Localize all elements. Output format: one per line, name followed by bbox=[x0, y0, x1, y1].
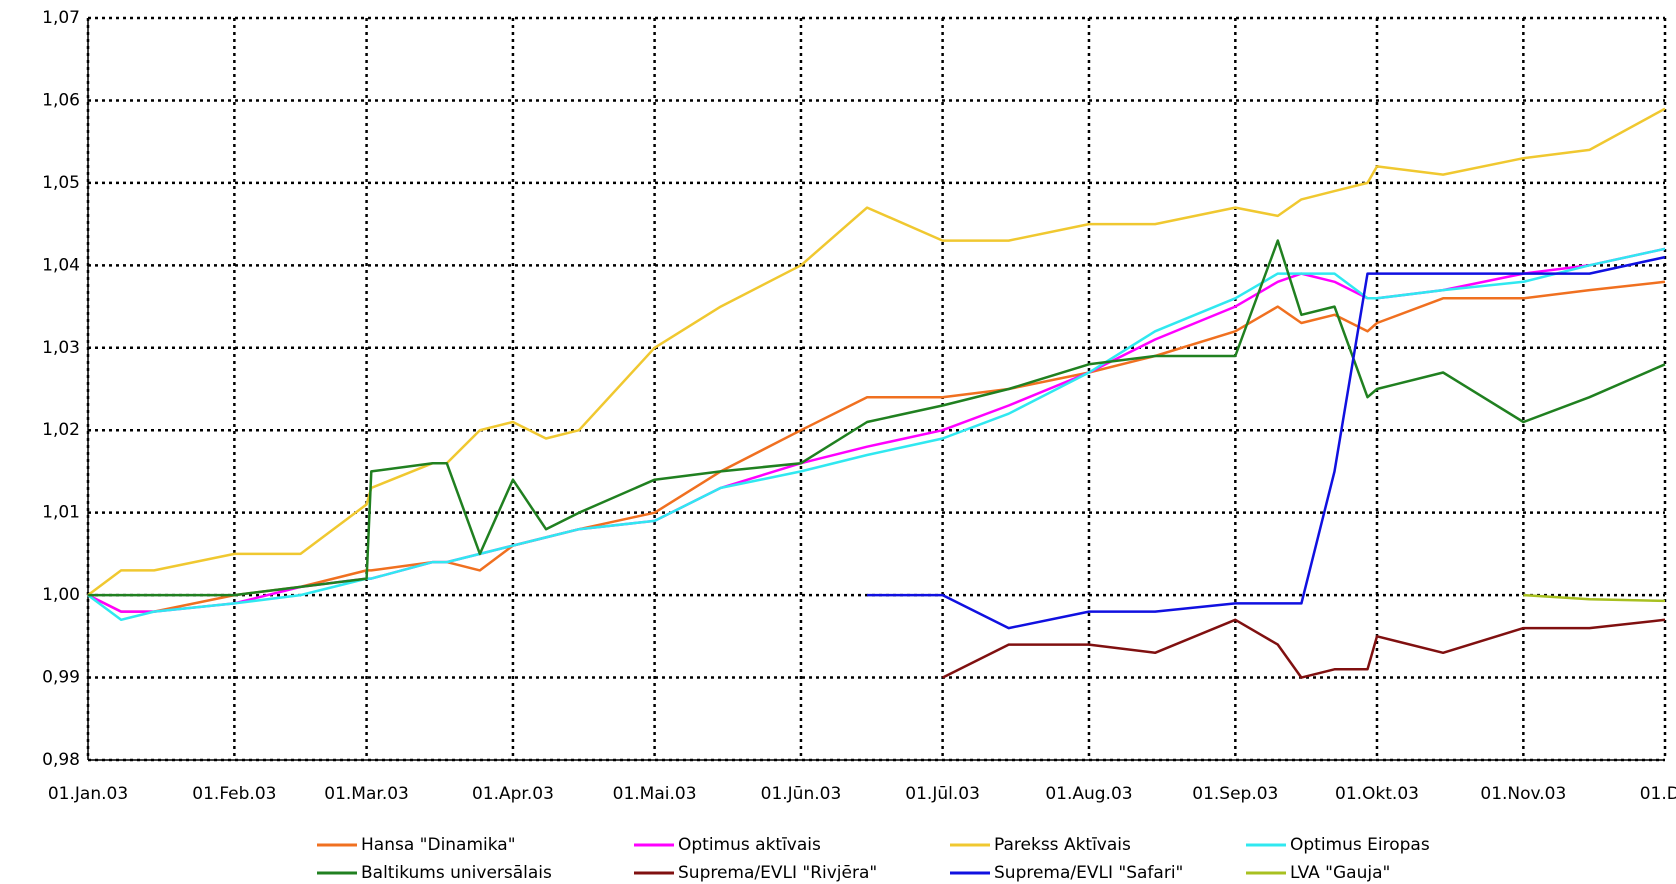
x-tick-label: 01.Okt.03 bbox=[1335, 784, 1419, 804]
y-tick-label: 1,02 bbox=[42, 420, 80, 440]
x-tick-label: 01.Jūl.03 bbox=[905, 784, 980, 804]
legend-label: Baltikums universālais bbox=[361, 863, 552, 883]
x-tick-label: 01.Jūn.03 bbox=[761, 784, 842, 804]
series-line bbox=[87, 280, 1666, 613]
legend-label: Suprema/EVLI "Rivjēra" bbox=[678, 863, 877, 883]
legend-label: Parekss Aktīvais bbox=[994, 835, 1131, 855]
x-tick-label: 01.Mai.03 bbox=[613, 784, 697, 804]
legend-label: Suprema/EVLI "Safari" bbox=[994, 863, 1183, 883]
y-tick-label: 1,01 bbox=[42, 503, 80, 523]
series-line bbox=[87, 107, 1666, 597]
y-tick-label: 1,04 bbox=[42, 255, 80, 275]
series-line bbox=[1523, 593, 1666, 603]
y-tick-label: 1,00 bbox=[42, 585, 80, 605]
y-tick-label: 0,99 bbox=[42, 668, 80, 688]
series-line bbox=[867, 255, 1666, 630]
legend-label: Optimus aktīvais bbox=[678, 835, 821, 855]
x-tick-label: 01.Feb.03 bbox=[192, 784, 276, 804]
legend-label: LVA "Gauja" bbox=[1290, 863, 1390, 883]
legend-label: Optimus Eiropas bbox=[1290, 835, 1430, 855]
y-tick-label: 1,03 bbox=[42, 338, 80, 358]
legend-label: Hansa "Dinamika" bbox=[361, 835, 516, 855]
y-tick-label: 1,06 bbox=[42, 90, 80, 110]
x-tick-label: 01.Sep.03 bbox=[1192, 784, 1278, 804]
series-line bbox=[942, 618, 1666, 679]
y-tick-label: 1,07 bbox=[42, 8, 80, 28]
x-tick-label: 01.Jan.03 bbox=[48, 784, 128, 804]
x-tick-label: 01.Aug.03 bbox=[1045, 784, 1132, 804]
y-tick-label: 1,05 bbox=[42, 173, 80, 193]
x-tick-label: 01.Apr.03 bbox=[472, 784, 554, 804]
x-tick-label: 01.De bbox=[1640, 784, 1676, 804]
y-tick-label: 0,98 bbox=[42, 750, 80, 770]
x-tick-label: 01.Nov.03 bbox=[1480, 784, 1566, 804]
x-tick-label: 01.Mar.03 bbox=[324, 784, 409, 804]
series-line bbox=[88, 239, 1666, 597]
